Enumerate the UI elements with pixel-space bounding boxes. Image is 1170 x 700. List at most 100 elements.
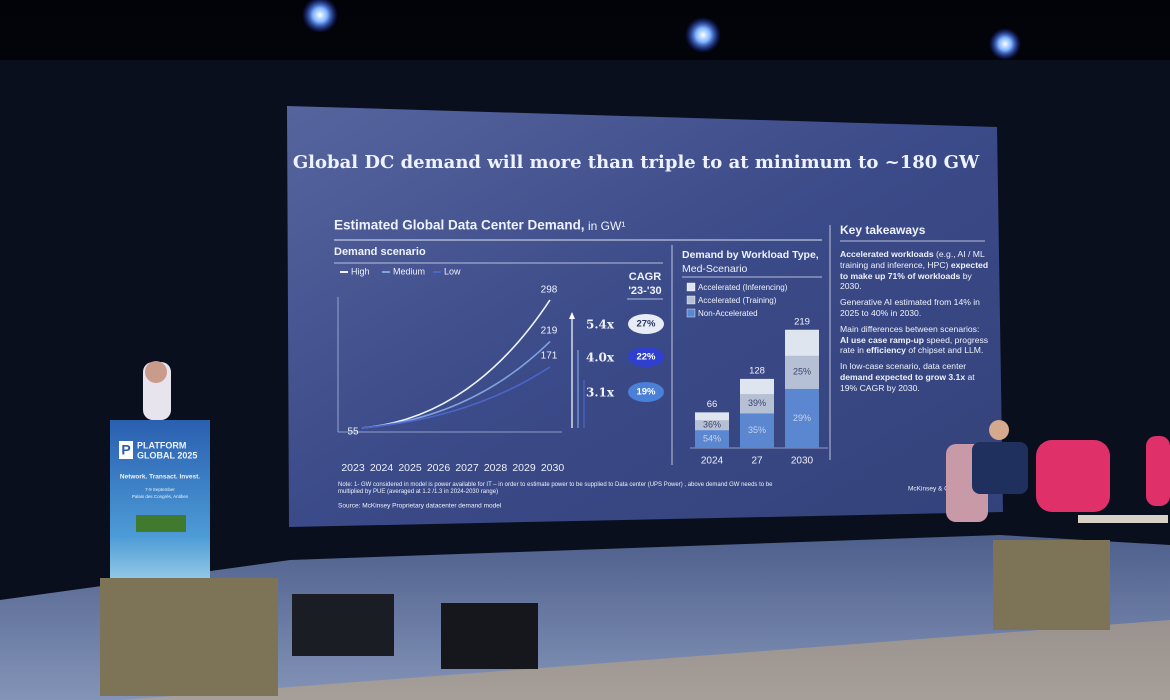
cagr-badge <box>628 347 664 367</box>
podium-venue: Palais des Congrès, Antibes <box>132 494 189 499</box>
loudspeaker <box>441 603 538 669</box>
source: Source: McKinsey Proprietary datacenter … <box>338 503 502 510</box>
bar-segment <box>695 430 729 448</box>
segment-label: 29% <box>793 413 811 423</box>
data-label: 219 <box>541 326 558 337</box>
x-tick-label: 2028 <box>484 462 508 474</box>
x-tick-label: 2024 <box>701 456 724 467</box>
cagr-badge <box>628 314 664 334</box>
data-label: 55 <box>347 427 359 438</box>
takeaway-text: AI use case ramp-up <box>840 334 925 345</box>
x-tick-label: 2023 <box>341 462 365 474</box>
takeaway-text: expected to make up 71% of workloads <box>840 259 989 281</box>
slide-subtitle: Estimated Global Data Center Demand, <box>334 218 585 233</box>
cagr-value: 19% <box>636 387 656 398</box>
legend-label: Medium <box>393 266 425 276</box>
takeaways: Accelerated workloads (e.g., AI / ML tra… <box>840 249 990 399</box>
speaker-monitor <box>993 540 1110 630</box>
legend-label: Accelerated (Training) <box>698 296 777 305</box>
cagr-heading: CAGR <box>629 271 661 283</box>
sponsor-badge <box>136 515 186 532</box>
legend-swatch <box>686 282 696 292</box>
takeaway-text: (e.g., AI / ML training and inference, H… <box>840 249 985 270</box>
legend-swatch <box>686 295 696 305</box>
table <box>1078 515 1168 523</box>
x-tick-label: 2026 <box>427 462 451 474</box>
takeaway-text: by 2030. <box>840 270 972 292</box>
loudspeaker <box>292 594 394 656</box>
speaker-head <box>145 361 167 383</box>
x-tick-label: 2030 <box>791 456 814 467</box>
podium-tagline: Network. Transact. Invest. <box>120 474 200 481</box>
chair <box>1146 436 1170 506</box>
scenario-heading: Demand scenario <box>334 246 426 258</box>
spotlight <box>302 0 338 33</box>
podium-name: GLOBAL 2025 <box>137 450 197 460</box>
legend-swatch <box>686 308 696 318</box>
cagr-value: 22% <box>636 352 656 363</box>
takeaway-text: of chipset and LLM. <box>908 345 984 356</box>
segment-label: 25% <box>793 367 811 377</box>
bar-segment <box>785 355 819 389</box>
cagr-multiple: 3.1x <box>586 386 615 400</box>
legend-label: Non-Accelerated <box>698 309 758 318</box>
takeaway-text: Accelerated workloads <box>840 249 934 259</box>
credit: McKinsey & Company <box>908 486 973 493</box>
x-tick-label: 2029 <box>512 462 536 474</box>
panelist-head <box>989 420 1009 440</box>
data-label: 66 <box>707 399 718 410</box>
workload-heading: Demand by Workload Type, <box>682 249 819 261</box>
segment-label: 36% <box>703 420 721 430</box>
cagr-badge <box>628 382 664 402</box>
workload-subheading: Med-Scenario <box>682 263 748 275</box>
takeaway-text: Main differences between scenarios: <box>840 323 980 334</box>
data-label: 171 <box>541 351 558 362</box>
takeaway-text: Generative AI estimated from 14% in 2025… <box>840 297 980 318</box>
takeaway-text: demand expected to grow 3.1x <box>840 371 966 382</box>
x-tick-label: 2024 <box>370 462 394 474</box>
spotlight <box>989 28 1021 60</box>
legend-label: Low <box>444 266 461 276</box>
legend-label: High <box>351 266 370 276</box>
stage-edge <box>120 620 1170 700</box>
slide-subtitle-unit: in GW¹ <box>588 219 625 233</box>
slide-title: Global DC demand will more than triple t… <box>293 152 980 173</box>
cagr-value: 27% <box>636 319 656 330</box>
data-label: 128 <box>749 365 765 376</box>
x-tick-label: 2025 <box>398 462 422 474</box>
x-tick-label: 2027 <box>455 462 479 474</box>
bar-segment <box>785 388 819 448</box>
takeaway-text: speed, progress rate in <box>840 334 989 356</box>
spotlight <box>685 17 721 53</box>
takeaways-heading: Key takeaways <box>840 223 926 237</box>
podium-dates: 7-9 September <box>145 487 175 492</box>
speaker-monitor <box>100 578 278 696</box>
cagr-multiple: 4.0x <box>586 351 615 365</box>
bar-segment <box>695 420 729 431</box>
arrow-head <box>569 312 575 319</box>
bar-segment <box>740 413 774 448</box>
panelist <box>972 442 1028 494</box>
takeaway-text: In low-case scenario, data center <box>840 361 967 372</box>
podium-logo: P <box>121 442 130 458</box>
takeaway-text: efficiency <box>866 345 906 356</box>
scenario-line <box>361 366 551 429</box>
data-label: 219 <box>794 316 810 327</box>
legend-label: Accelerated (Inferencing) <box>698 283 788 292</box>
cagr-heading: '23-'30 <box>628 285 661 297</box>
segment-label: 54% <box>703 433 721 443</box>
x-tick-label: 27 <box>751 456 763 467</box>
bar-segment <box>740 394 774 414</box>
takeaway-text: at 19% CAGR by 2030. <box>840 371 975 393</box>
podium-name: PLATFORM <box>137 440 186 450</box>
footnote: Note: 1- GW considered in model is power… <box>338 482 773 495</box>
cagr-multiple: 5.4x <box>586 318 615 332</box>
segment-label: 39% <box>748 398 766 408</box>
data-label: 298 <box>541 285 558 296</box>
logo <box>119 441 133 459</box>
x-tick-label: 2030 <box>541 462 565 474</box>
segment-label: 35% <box>748 425 766 435</box>
chair <box>1036 440 1110 512</box>
